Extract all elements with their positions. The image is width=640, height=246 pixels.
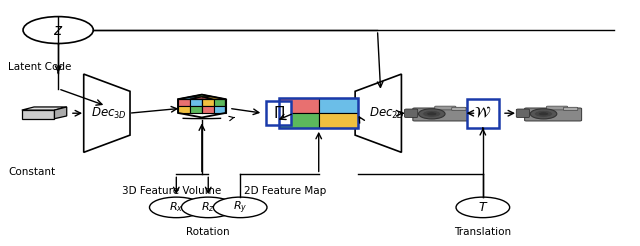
- Polygon shape: [178, 106, 190, 113]
- Bar: [279, 98, 319, 113]
- Text: $R_x$: $R_x$: [169, 200, 184, 214]
- Circle shape: [181, 197, 235, 218]
- Polygon shape: [84, 74, 130, 152]
- Polygon shape: [202, 99, 214, 106]
- Circle shape: [456, 197, 509, 218]
- Circle shape: [534, 110, 552, 117]
- Circle shape: [538, 112, 548, 116]
- Text: 3D Feature Volume: 3D Feature Volume: [122, 186, 221, 197]
- Polygon shape: [202, 106, 214, 113]
- Bar: [279, 98, 358, 128]
- Text: $R_y$: $R_y$: [233, 199, 248, 215]
- Polygon shape: [214, 106, 226, 113]
- Polygon shape: [178, 97, 202, 99]
- FancyBboxPatch shape: [525, 108, 582, 121]
- Polygon shape: [214, 99, 226, 106]
- Circle shape: [213, 197, 267, 218]
- Circle shape: [150, 197, 203, 218]
- Polygon shape: [190, 94, 214, 97]
- FancyBboxPatch shape: [563, 107, 578, 110]
- FancyBboxPatch shape: [435, 106, 456, 110]
- Polygon shape: [178, 99, 190, 106]
- Circle shape: [23, 16, 93, 44]
- Text: $R_z$: $R_z$: [201, 200, 215, 214]
- Polygon shape: [22, 110, 54, 119]
- Text: $\Pi$: $\Pi$: [273, 105, 284, 121]
- FancyBboxPatch shape: [467, 99, 499, 128]
- Bar: [319, 98, 358, 113]
- Text: Constant: Constant: [8, 167, 56, 177]
- Polygon shape: [202, 97, 226, 99]
- Text: Rotation: Rotation: [186, 227, 230, 237]
- Text: $\mathcal{W}$: $\mathcal{W}$: [474, 106, 492, 121]
- Circle shape: [531, 109, 557, 119]
- Polygon shape: [54, 107, 67, 119]
- Text: Translation: Translation: [454, 227, 511, 237]
- Text: $Dec_{2D}$: $Dec_{2D}$: [369, 106, 405, 121]
- FancyBboxPatch shape: [404, 109, 418, 118]
- Bar: [279, 113, 319, 128]
- Polygon shape: [190, 106, 202, 113]
- Polygon shape: [190, 97, 214, 99]
- Text: $Dec_{3D}$: $Dec_{3D}$: [92, 106, 127, 121]
- Text: 2D Feature Map: 2D Feature Map: [244, 186, 326, 197]
- FancyBboxPatch shape: [516, 109, 529, 118]
- Circle shape: [423, 110, 441, 117]
- Bar: [319, 113, 358, 128]
- FancyBboxPatch shape: [413, 108, 470, 121]
- Polygon shape: [355, 74, 401, 152]
- Text: Latent Code: Latent Code: [8, 62, 72, 72]
- Polygon shape: [190, 99, 202, 106]
- Circle shape: [419, 109, 445, 119]
- FancyBboxPatch shape: [266, 101, 291, 125]
- FancyBboxPatch shape: [547, 106, 568, 110]
- FancyBboxPatch shape: [452, 107, 466, 110]
- Text: $T$: $T$: [477, 201, 488, 214]
- Text: $z$: $z$: [53, 23, 63, 38]
- Circle shape: [427, 112, 437, 116]
- Polygon shape: [22, 107, 67, 110]
